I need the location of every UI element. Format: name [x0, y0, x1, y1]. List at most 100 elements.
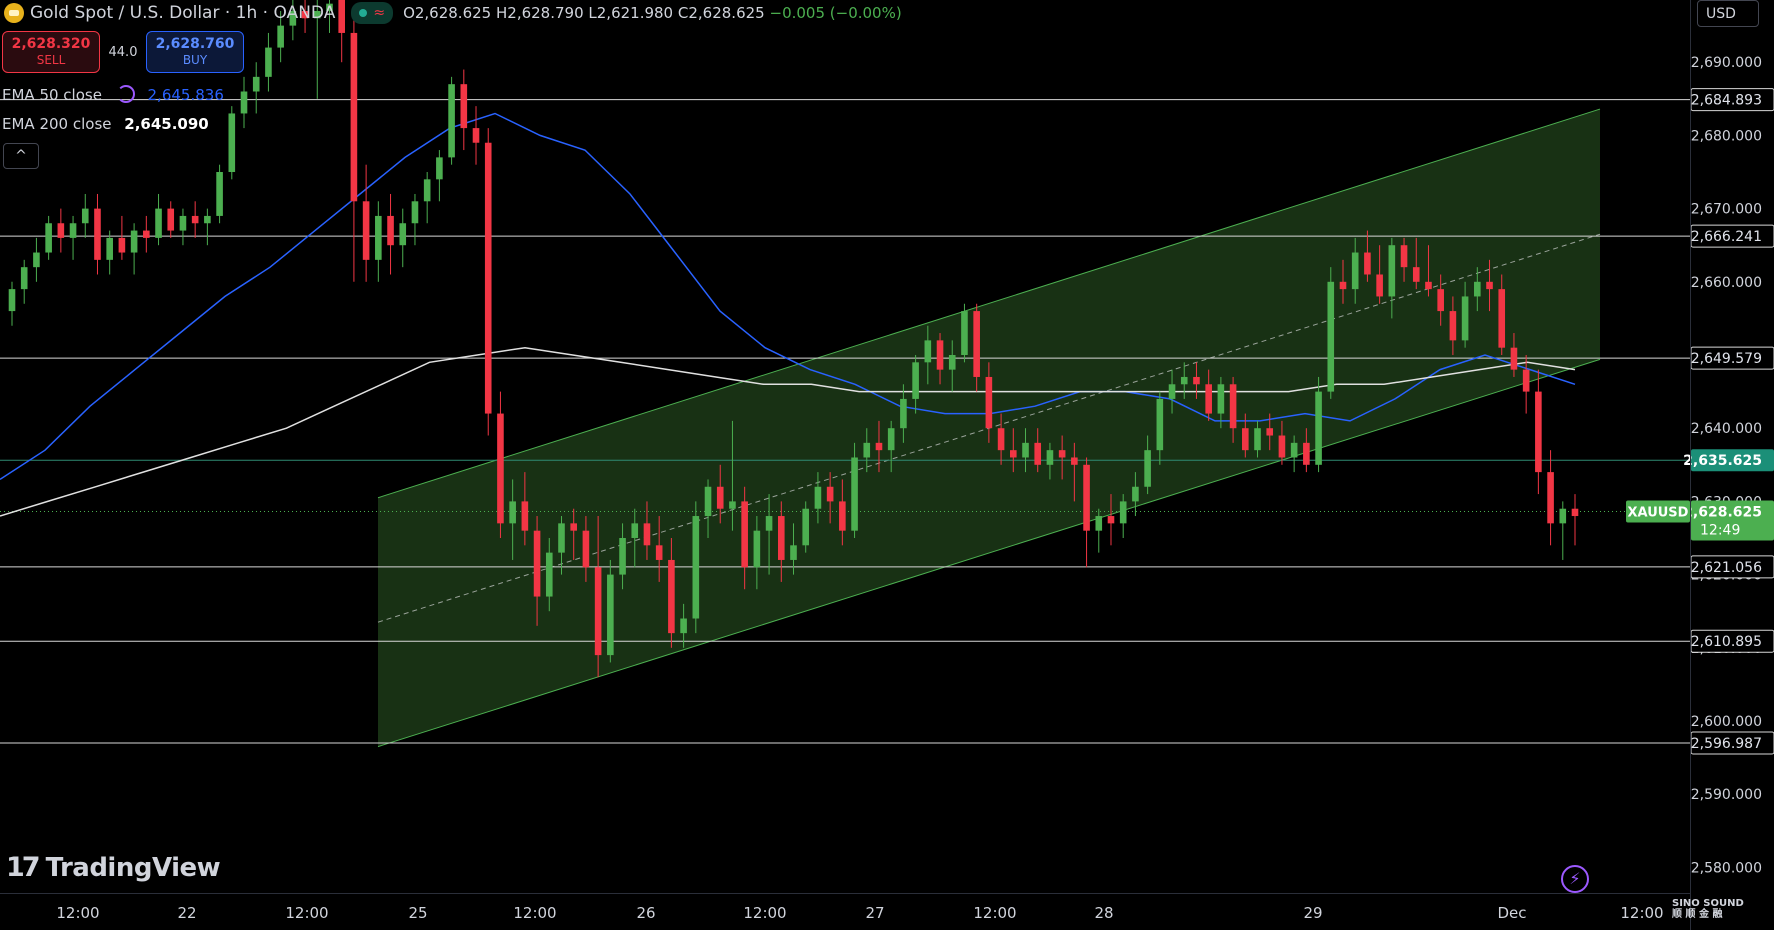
- candle-body: [1168, 384, 1176, 399]
- tradingview-wordmark: TradingView: [45, 852, 221, 883]
- price-tick-label: 2,660.000: [1691, 275, 1762, 291]
- candle-body: [81, 208, 89, 224]
- currency-label: USD: [1706, 6, 1736, 22]
- candle-body: [1156, 398, 1164, 451]
- price-tick-label: 2,580.000: [1691, 860, 1762, 876]
- candle-body: [167, 208, 175, 231]
- candle-body: [875, 442, 883, 451]
- candle-body: [741, 501, 748, 568]
- candle-body: [716, 486, 724, 509]
- candle-body: [228, 113, 236, 173]
- candle-body: [33, 252, 40, 268]
- candle-body: [1205, 384, 1212, 414]
- candle-body: [216, 172, 223, 216]
- ema50-line: [0, 112, 1576, 481]
- ema50-label: EMA 50 close: [2, 86, 102, 104]
- tradingview-logo[interactable]: 17 TradingView: [6, 852, 221, 883]
- candle-body: [1364, 252, 1371, 275]
- buy-price: 2,628.760: [155, 36, 235, 52]
- candle-body: [1498, 289, 1506, 348]
- candle-body: [1193, 376, 1200, 385]
- candle-body: [1107, 516, 1115, 524]
- ema50-value: 2,645.836: [147, 86, 224, 104]
- candle-body: [375, 215, 382, 260]
- candle-body: [643, 523, 651, 546]
- channel-lower-line: [377, 358, 1601, 748]
- candle-body: [1083, 464, 1090, 531]
- symbol-header[interactable]: Gold Spot / U.S. Dollar · 1h · OANDA ≈ O…: [0, 0, 902, 26]
- lightning-icon[interactable]: ⚡: [1561, 865, 1589, 893]
- candle-body: [851, 457, 858, 531]
- sell-button[interactable]: 2,628.320 SELL: [2, 31, 100, 73]
- candle-body: [155, 208, 162, 238]
- candle-body: [497, 413, 504, 524]
- candle-body: [1571, 508, 1579, 517]
- candle-body: [143, 230, 150, 238]
- level-price-box: [1690, 346, 1774, 370]
- time-tick-label: 25: [408, 904, 427, 922]
- candle-body: [265, 47, 272, 77]
- candle-body: [1400, 245, 1408, 268]
- candle-body: [1242, 428, 1249, 451]
- candle-body: [94, 208, 101, 260]
- candles: [8, 0, 1579, 678]
- candle-body: [558, 523, 565, 553]
- time-tick-label: 12:00: [973, 904, 1016, 922]
- candle-body: [545, 552, 553, 597]
- level-price-label: 2,684.893: [1691, 93, 1762, 109]
- candle-body: [1461, 296, 1469, 341]
- currency-selector[interactable]: USD: [1697, 0, 1759, 27]
- price-tick-label: 2,680.000: [1691, 128, 1762, 144]
- candle-body: [619, 537, 626, 575]
- candle-body: [985, 376, 993, 429]
- sino-line2: 顺 顺 金 融: [1672, 909, 1723, 920]
- buy-button[interactable]: 2,628.760 BUY: [146, 31, 244, 73]
- candle-body: [399, 223, 407, 246]
- candle-body: [191, 215, 199, 224]
- candle-body: [1474, 281, 1481, 297]
- sino-sound-watermark: SINO SOUND 顺 顺 金 融: [1672, 898, 1744, 920]
- candle-body: [1071, 457, 1078, 465]
- candle-body: [948, 355, 956, 370]
- candle-body: [1266, 428, 1274, 436]
- candle-body: [1425, 281, 1432, 290]
- candle-body: [411, 201, 419, 224]
- candle-body: [362, 201, 370, 260]
- gold-symbol-icon: [4, 3, 24, 23]
- candle-body: [509, 501, 516, 524]
- time-tick-label: 12:00: [743, 904, 786, 922]
- symbol-title[interactable]: Gold Spot / U.S. Dollar · 1h · OANDA: [30, 3, 336, 23]
- candle-body: [1132, 486, 1139, 502]
- ema200-line: [0, 346, 1576, 517]
- tradingview-mark-icon: 17: [6, 852, 41, 883]
- candle-body: [839, 501, 846, 531]
- candle-body: [1449, 311, 1457, 341]
- collapse-legend-button[interactable]: ^: [3, 143, 39, 169]
- candle-body: [887, 428, 895, 451]
- candle-body: [1046, 450, 1054, 465]
- candle-body: [997, 428, 1005, 451]
- ema50-legend[interactable]: EMA 50 close 2,645.836: [2, 85, 224, 104]
- candle-body: [1034, 442, 1042, 465]
- candle-body: [814, 486, 822, 509]
- candle-body: [1058, 450, 1066, 458]
- candle-body: [1315, 391, 1322, 465]
- market-status-pill[interactable]: ≈: [351, 2, 394, 24]
- ema200-legend[interactable]: EMA 200 close 2,645.090: [2, 115, 209, 133]
- time-tick-label: 12:00: [1620, 904, 1663, 922]
- sync-icon: [116, 85, 135, 103]
- price-tick-label: 2,590.000: [1691, 787, 1762, 803]
- candle-body: [8, 289, 16, 312]
- candle-body: [1388, 245, 1396, 297]
- candle-body: [1412, 267, 1420, 282]
- buy-label: BUY: [182, 53, 208, 67]
- candle-body: [1217, 384, 1225, 414]
- candle-body: [1339, 281, 1347, 290]
- candle-body: [790, 545, 797, 560]
- candle-body: [1303, 442, 1310, 465]
- candle-body: [69, 223, 77, 238]
- candle-body: [936, 340, 944, 370]
- candle-body: [582, 530, 590, 568]
- level-price-label: 2,621.056: [1691, 560, 1762, 576]
